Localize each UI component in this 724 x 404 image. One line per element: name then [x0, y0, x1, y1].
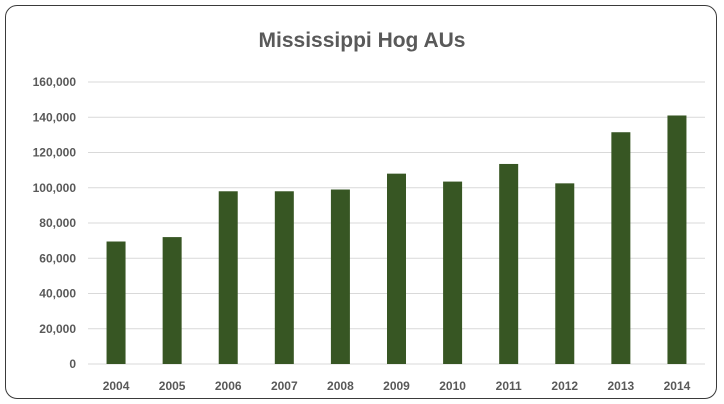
y-tick-label: 0: [69, 357, 76, 371]
x-tick-label: 2010: [439, 379, 466, 393]
chart-title: Mississippi Hog AUs: [258, 29, 466, 52]
y-tick-label: 60,000: [39, 251, 76, 265]
y-tick-label: 80,000: [39, 216, 76, 230]
x-tick-label: 2004: [103, 379, 130, 393]
bar-2013: [611, 132, 631, 364]
bar-2005: [162, 237, 182, 364]
bar-2006: [218, 191, 238, 364]
bar-2009: [387, 173, 406, 364]
y-tick-label: 40,000: [39, 287, 76, 301]
bar-2007: [274, 191, 294, 364]
y-tick-label: 160,000: [33, 75, 77, 89]
x-tick-label: 2006: [215, 379, 242, 393]
bar-2011: [499, 163, 519, 364]
bars: [106, 115, 687, 364]
bar-2004: [106, 241, 126, 364]
x-tick-label: 2008: [327, 379, 354, 393]
x-tick-label: 2014: [664, 379, 691, 393]
x-tick-label: 2007: [271, 379, 298, 393]
x-tick-label: 2009: [383, 379, 410, 393]
bar-2014: [667, 115, 687, 364]
x-tick-label: 2011: [496, 379, 522, 393]
x-tick-label: 2013: [608, 379, 635, 393]
bar-2008: [330, 189, 350, 364]
y-tick-label: 100,000: [33, 181, 77, 195]
y-tick-label: 120,000: [33, 146, 77, 160]
x-tick-label: 2012: [551, 379, 578, 393]
x-tick-label: 2005: [159, 379, 186, 393]
bar-2010: [443, 181, 463, 364]
x-axis-ticks: 2004 2005 2006 2007 2008 2009 2010 2011 2012 2013…: [103, 379, 691, 393]
y-tick-label: 20,000: [39, 322, 76, 336]
y-axis-ticks: 0 20,000 40,000 60,000 80,000 100,000 120,000 1…: [33, 75, 77, 371]
y-tick-label: 140,000: [33, 110, 77, 124]
bar-2012: [555, 183, 575, 364]
